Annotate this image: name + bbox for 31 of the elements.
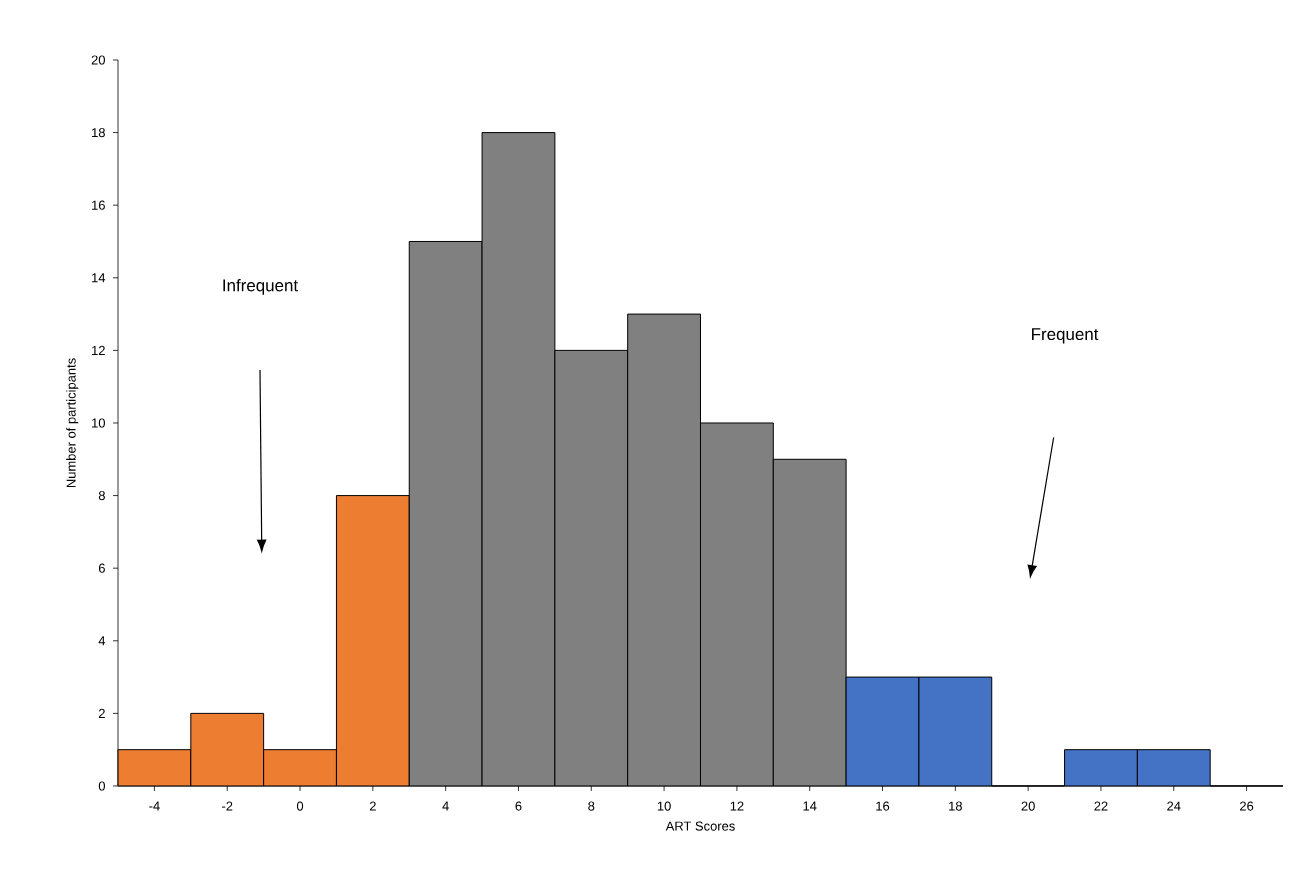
x-axis-title: ART Scores [665,821,735,831]
x-tick-label: 12 [730,801,744,811]
x-tick-label: 14 [803,801,817,811]
y-tick-label: 18 [92,127,105,138]
x-tick-label: 26 [1240,801,1254,811]
y-tick-label: 4 [98,636,106,646]
y-axis-title: Number of participants [66,358,79,488]
y-tick-label: 0 [98,781,105,791]
y-tick-label: 2 [98,708,105,718]
x-tick-label: 24 [1167,801,1181,811]
x-tick-label: 8 [588,801,595,811]
x-tick-label: 10 [657,801,671,811]
annotation: Frequent [1032,328,1099,344]
y-tick-label: 14 [92,273,106,283]
x-tick-label: 6 [515,801,522,811]
x-tick-label: -2 [222,801,233,811]
x-tick-label: 20 [1021,801,1035,811]
y-tick-label: 8 [98,491,105,501]
y-tick-label: 16 [92,200,105,210]
x-tick-label: -4 [149,801,160,811]
x-tick-label: 2 [369,801,376,811]
x-tick-label: 4 [442,801,449,811]
x-tick-label: 0 [296,801,304,811]
y-tick-label: 10 [92,418,105,428]
annotation: Infrequent [223,278,298,295]
y-tick-label: 12 [92,345,105,355]
y-tick-label: 20 [91,55,105,65]
x-tick-label: 18 [949,801,962,811]
x-tick-label: 16 [876,801,890,811]
y-tick-label: 6 [98,563,105,573]
x-tick-label: 22 [1094,801,1108,811]
